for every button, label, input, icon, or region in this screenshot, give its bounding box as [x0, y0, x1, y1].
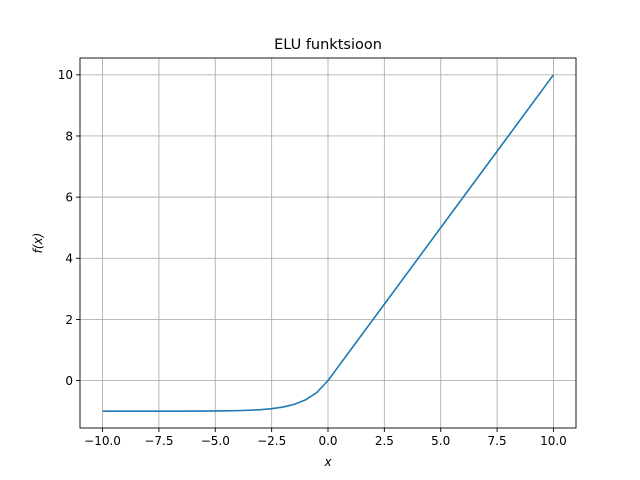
chart-title: ELU funktsioon: [274, 37, 382, 53]
x-axis: −10.0 −7.5 −5.0 −2.5 0.0 2.5 5.0 7.5 10.0: [84, 428, 567, 448]
y-axis-label: f(x): [31, 233, 45, 254]
y-tick-label: 4: [65, 252, 73, 266]
y-axis: 0 2 4 6 8 10: [58, 68, 80, 388]
plot-area: [102, 74, 555, 412]
x-tick-label: −5.0: [201, 434, 230, 448]
y-tick-label: 6: [65, 190, 73, 204]
y-tick-label: 10: [58, 68, 73, 82]
y-tick-label: 2: [65, 313, 73, 327]
grid: [80, 58, 576, 428]
x-tick-label: −10.0: [84, 434, 121, 448]
x-axis-label: x: [323, 455, 332, 469]
x-tick-label: 10.0: [540, 434, 567, 448]
x-tick-label: 0.0: [318, 434, 337, 448]
y-tick-label: 8: [65, 129, 73, 143]
x-tick-label: −2.5: [257, 434, 286, 448]
x-tick-label: −7.5: [144, 434, 173, 448]
x-tick-label: 2.5: [375, 434, 394, 448]
x-tick-label: 5.0: [431, 434, 450, 448]
y-tick-label: 0: [65, 374, 73, 388]
series-line: [102, 74, 555, 412]
x-tick-label: 7.5: [488, 434, 507, 448]
